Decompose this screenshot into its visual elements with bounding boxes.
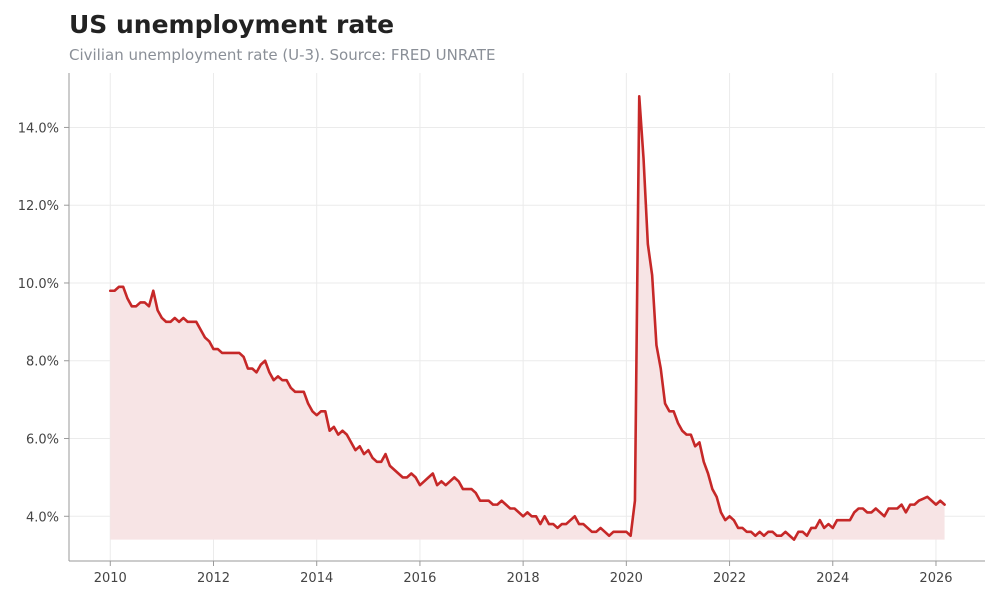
y-tick-label: 10.0% [18,277,59,292]
tick-labels: 2010 2012 2014 2016 2018 2020 2022 2024 2026 4.0%… [18,121,953,586]
series-line [108,95,946,541]
x-tick-label: 2026 [919,571,952,586]
series-area-fill [110,96,945,540]
x-tick-label: 2012 [197,571,230,586]
y-tick-label: 6.0% [26,433,59,448]
x-tick-label: 2020 [610,571,643,586]
x-tick-label: 2016 [403,571,436,586]
y-tick-label: 8.0% [26,355,59,370]
x-tick-label: 2014 [300,571,333,586]
y-tick-label: 14.0% [18,121,59,136]
series-layer [108,95,946,541]
y-tick-label: 12.0% [18,199,59,214]
x-tick-label: 2022 [713,571,746,586]
x-tick-label: 2024 [816,571,849,586]
chart-subtitle: Civilian unemployment rate (U-3). Source… [69,46,496,64]
x-tick-label: 2010 [94,571,127,586]
y-tick-label: 4.0% [26,510,59,525]
chart-title: US unemployment rate [69,10,395,39]
x-tick-label: 2018 [507,571,540,586]
axes [64,73,985,566]
